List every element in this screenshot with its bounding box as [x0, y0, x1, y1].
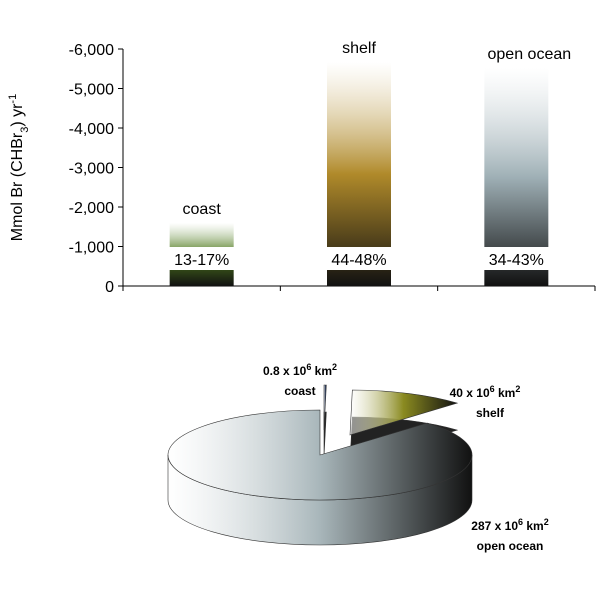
y-axis-title-part: Mmol Br (CHBr	[9, 132, 26, 241]
pie-value-label: 0.8 x 106 km2	[263, 362, 337, 378]
y-tick-label: -4,000	[69, 121, 114, 138]
y-tick-label: -3,000	[69, 161, 114, 178]
pie-category-label: open ocean	[477, 539, 544, 553]
pie-value-label-part: 2	[332, 362, 337, 372]
pie-category-label: coast	[284, 384, 315, 398]
y-tick-label: -6,000	[69, 42, 114, 59]
pie-slice	[349, 389, 459, 436]
y-tick-label: -5,000	[69, 82, 114, 99]
pie-value-label-part: 2	[544, 517, 549, 527]
pie-value-label-part: 40 x 10	[450, 386, 490, 400]
pie-slice	[167, 409, 473, 501]
y-axis-title-part: ) yr	[9, 103, 26, 127]
bar-annotation: 13-17%	[174, 252, 229, 269]
y-axis-title-part: 3	[19, 127, 31, 133]
y-axis-title: Mmol Br (CHBr3) yr-1	[7, 94, 31, 241]
pie-value-label: 287 x 106 km2	[471, 517, 548, 533]
bar-annotation: 34-43%	[489, 252, 544, 269]
bar-annotation: 44-48%	[331, 252, 386, 269]
category-label: shelf	[342, 40, 376, 57]
y-tick-label: -2,000	[69, 200, 114, 217]
pie-value-label-part: km	[495, 386, 516, 400]
pie-value-label-part: km	[311, 364, 332, 378]
pie-value-label-part: 2	[515, 384, 520, 394]
pie-value-label-part: 6	[518, 517, 523, 527]
pie-value-label-part: 6	[490, 384, 495, 394]
category-label: coast	[183, 201, 222, 218]
category-label: open ocean	[488, 46, 572, 63]
y-tick-label: -1,000	[69, 240, 114, 257]
y-tick-label: 0	[105, 279, 114, 296]
pie-value-label-part: 6	[306, 362, 311, 372]
pie-slice	[323, 384, 327, 431]
pie-value-label-part: 0.8 x 10	[263, 364, 307, 378]
y-axis-title-part: -1	[7, 94, 19, 104]
pie-value-label: 40 x 106 km2	[450, 384, 521, 400]
pie-category-label: shelf	[476, 406, 505, 420]
pie-value-label-part: 287 x 10	[471, 519, 518, 533]
pie-value-label-part: km	[523, 519, 544, 533]
